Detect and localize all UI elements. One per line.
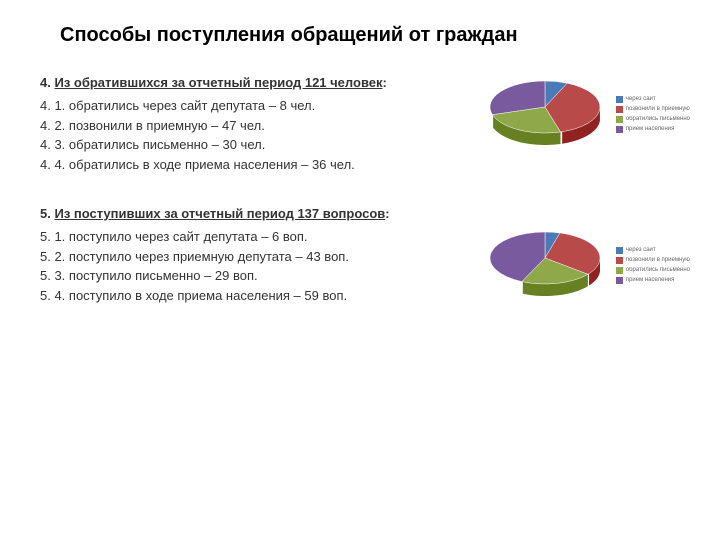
legend-row: обратились письменно [616,267,690,274]
legend-label: через сайт [626,96,656,102]
legend-label: прием населения [626,126,675,132]
legend-swatch [616,257,623,264]
legend-swatch [616,96,623,103]
legend-swatch [616,106,623,113]
legend-1: через сайт позвонили в приемную обратились… [616,96,690,133]
legend-label: обратились письменно [626,116,690,122]
legend-row: позвонили в приемную [616,257,690,264]
legend-swatch [616,277,623,284]
section-2-head-suffix: : [385,206,389,221]
section-1-head-prefix: 4. [40,75,54,90]
section-1-head-suffix: : [383,75,387,90]
section-1-head-underline: Из обратившихся за отчетный период 121 ч… [54,75,382,90]
section-2-head-prefix: 5. [40,206,54,221]
legend-label: позвонили в приемную [626,106,690,112]
legend-label: через сайт [626,247,656,253]
legend-label: позвонили в приемную [626,257,690,263]
legend-row: через сайт [616,96,690,103]
chart-2: через сайт позвонили в приемную обратились… [480,220,690,310]
page-title: Способы поступления обращений от граждан [40,24,680,47]
chart-1: через сайт позвонили в приемную обратились… [480,69,690,159]
legend-row: прием населения [616,277,690,284]
legend-label: обратились письменно [626,267,690,273]
legend-swatch [616,247,623,254]
legend-swatch [616,126,623,133]
legend-2: через сайт позвонили в приемную обратились… [616,247,690,284]
legend-label: прием населения [626,277,675,283]
legend-row: позвонили в приемную [616,106,690,113]
section-1: 4. Из обратившихся за отчетный период 12… [40,75,680,174]
legend-row: прием населения [616,126,690,133]
legend-row: обратились письменно [616,116,690,123]
legend-swatch [616,267,623,274]
section-2-head: 5. Из поступивших за отчетный период 137… [40,206,680,221]
section-2-head-underline: Из поступивших за отчетный период 137 во… [54,206,385,221]
pie-chart-2 [480,220,610,310]
legend-swatch [616,116,623,123]
section-2: 5. Из поступивших за отчетный период 137… [40,206,680,305]
legend-row: через сайт [616,247,690,254]
pie-chart-1 [480,69,610,159]
